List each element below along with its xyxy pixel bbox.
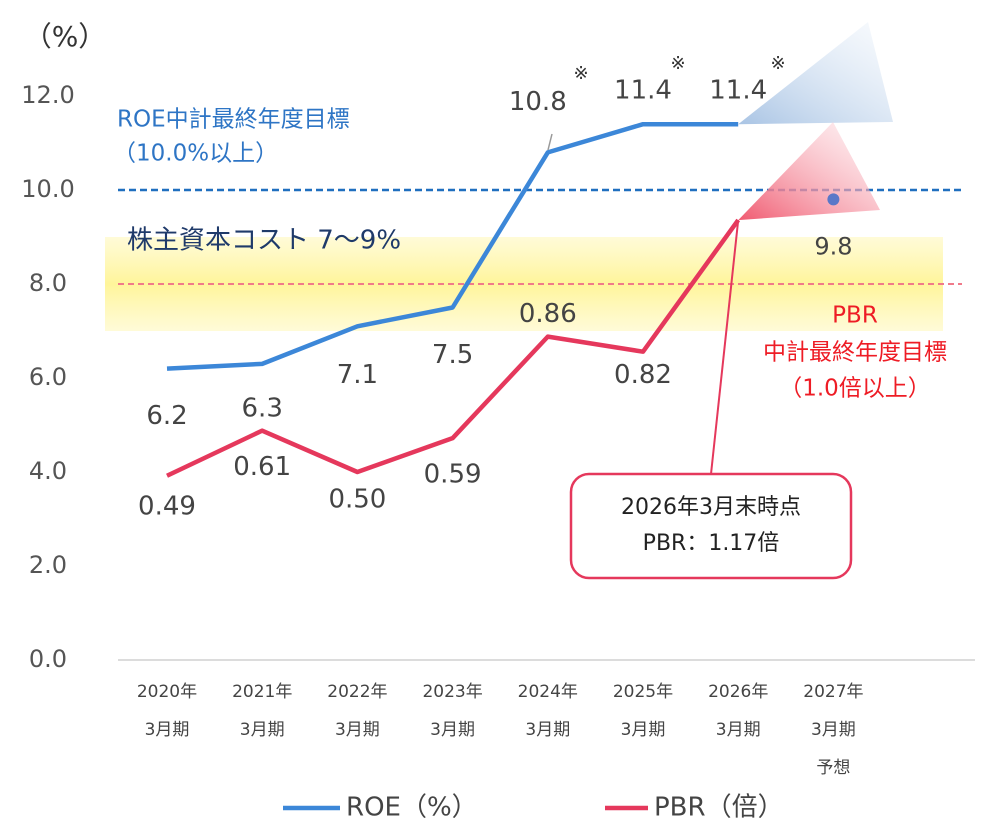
pbr-value-label: 0.49 [138, 491, 196, 521]
x-tick-label: 2023年 [422, 682, 482, 702]
legend-label: ROE（%） [346, 793, 478, 823]
x-tick-label: 2020年 [137, 682, 197, 702]
y-tick-label: 0.0 [29, 645, 67, 673]
pbr-target-label: PBR [832, 303, 878, 329]
cost-label: 株主資本コスト 7〜9% [127, 226, 401, 256]
y-tick-label: 12.0 [21, 81, 74, 109]
x-tick-label: 2025年 [613, 682, 673, 702]
leader [547, 133, 553, 151]
pbr-forecast-fan [738, 122, 880, 221]
roe-forecast-label: 9.8 [814, 232, 852, 260]
callout-pointer [710, 219, 740, 475]
roe-value-label: 7.5 [432, 340, 473, 370]
callout-text: 2026年3月末時点 [621, 495, 801, 520]
x-tick-label: 3月期 [525, 720, 570, 740]
x-tick-label: 3月期 [145, 720, 190, 740]
x-tick-label: 3月期 [430, 720, 475, 740]
series-line [166, 121, 739, 371]
callout-text: PBR：1.17倍 [643, 531, 780, 556]
y-tick-label: 10.0 [21, 175, 74, 203]
roe-target-label: （10.0%以上） [113, 141, 278, 167]
x-tick-label: 2026年 [708, 682, 768, 702]
roe-target-label: ROE中計最終年度目標 [117, 107, 350, 133]
x-tick-label: 予想 [816, 758, 850, 778]
x-tick-label: 2027年 [803, 682, 863, 702]
pbr-value-label: 0.59 [424, 460, 482, 490]
roe-forecast-fan [738, 22, 893, 125]
y-tick-label: 4.0 [29, 457, 67, 485]
roe-forecast-point [827, 193, 840, 206]
pbr-value-label: 0.82 [614, 360, 672, 390]
pbr-target-label: 中計最終年度目標 [763, 340, 947, 366]
x-tick-label: 3月期 [716, 720, 761, 740]
roe-value-label: 6.2 [146, 401, 187, 431]
roe-value-label: 11.4 [614, 76, 672, 106]
callout-box [569, 472, 853, 580]
x-tick-label: 2022年 [327, 682, 387, 702]
y-tick-label: 2.0 [29, 551, 67, 579]
roe-value-label: 10.8 [509, 87, 567, 117]
note-mark: ※ [670, 53, 685, 74]
roe-value-label: 7.1 [337, 360, 378, 390]
x-tick-label: 2021年 [232, 682, 292, 702]
x-tick-label: 3月期 [621, 720, 666, 740]
pbr-value-label: 0.86 [519, 299, 577, 329]
x-tick-label: 3月期 [811, 720, 856, 740]
y-tick-label: 8.0 [29, 269, 67, 297]
pbr-value-label: 0.50 [328, 485, 386, 515]
roe-value-label: 6.3 [242, 393, 283, 423]
x-tick-label: 3月期 [240, 720, 285, 740]
x-tick-label: 2024年 [518, 682, 578, 702]
pbr-value-label: 0.61 [233, 452, 291, 482]
note-mark: ※ [770, 53, 785, 74]
x-tick-label: 3月期 [335, 720, 380, 740]
legend-label: PBR（倍） [654, 793, 784, 823]
pbr-target-label: （1.0倍以上） [779, 376, 931, 402]
y-tick-label: 6.0 [29, 363, 67, 391]
note-mark: ※ [573, 63, 588, 84]
y-unit: （%） [24, 20, 107, 53]
series-line [166, 218, 741, 478]
roe-value-label: 11.4 [709, 76, 767, 106]
